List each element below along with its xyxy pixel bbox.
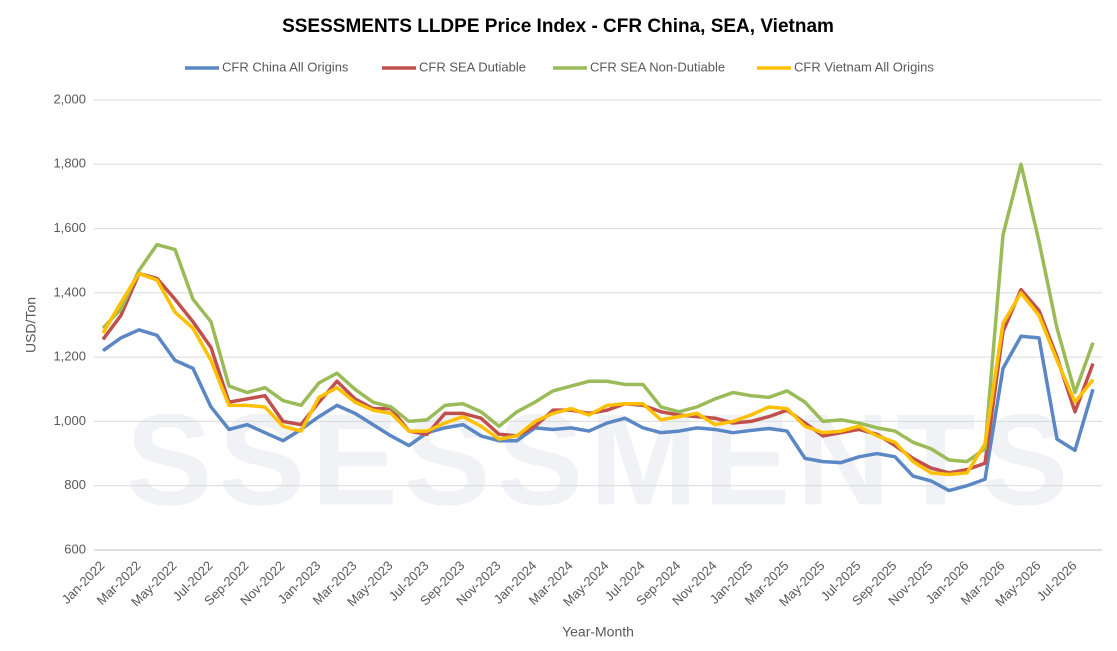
y-tick-label: 1,200 xyxy=(53,349,86,364)
y-tick-label: 2,000 xyxy=(53,91,86,106)
series-line xyxy=(101,162,1095,464)
y-tick-label: 600 xyxy=(64,541,86,556)
y-tick-label: 1,000 xyxy=(53,413,86,428)
legend-label: CFR SEA Non-Dutiable xyxy=(590,59,725,74)
legend-label: CFR SEA Dutiable xyxy=(419,59,526,74)
series-line xyxy=(101,271,1095,477)
chart-title: SSESSMENTS LLDPE Price Index - CFR China… xyxy=(282,16,834,37)
y-tick-label: 1,600 xyxy=(53,220,86,235)
x-axis-title: Year-Month xyxy=(562,624,634,640)
legend-label: CFR China All Origins xyxy=(222,59,349,74)
series-line xyxy=(101,328,1095,493)
legend-label: CFR Vietnam All Origins xyxy=(794,59,934,74)
x-tick-label: Jul-2026 xyxy=(1034,558,1080,604)
y-tick-label: 800 xyxy=(64,477,86,492)
y-tick-label: 1,800 xyxy=(53,156,86,171)
y-axis-title: USD/Ton xyxy=(23,297,39,353)
y-tick-label: 1,400 xyxy=(53,284,86,299)
